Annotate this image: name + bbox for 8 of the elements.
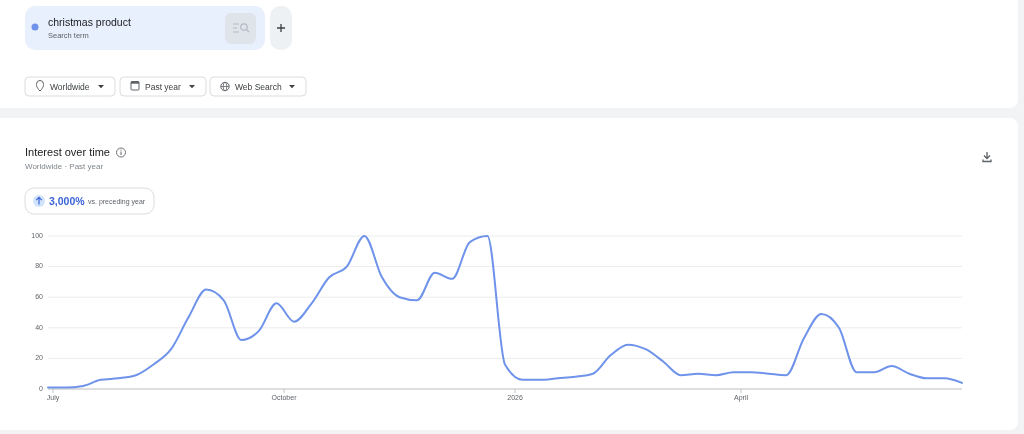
- line-series: [47, 235, 963, 389]
- chart-subtitle: Worldwide · Past year: [25, 162, 104, 171]
- text: Worldwide: [50, 81, 90, 92]
- text: Past year: [145, 81, 182, 92]
- legend-label: christmas product: [48, 16, 131, 28]
- chart-title: Interest over time: [25, 146, 110, 158]
- text: Web Search: [235, 81, 282, 92]
- text: 3,000%: [49, 195, 86, 207]
